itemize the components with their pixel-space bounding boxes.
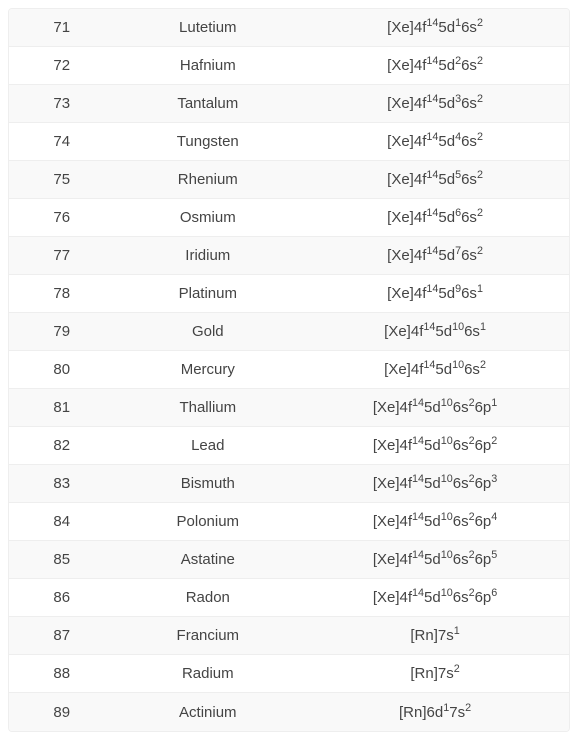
element-name-cell: Tantalum	[114, 86, 301, 121]
electron-config-cell: [Xe]4f145d76s2	[301, 238, 569, 273]
table-row: 82Lead[Xe]4f145d106s26p2	[9, 427, 569, 465]
electron-config-cell: [Xe]4f145d96s1	[301, 276, 569, 311]
atomic-number-cell: 87	[9, 618, 114, 653]
table-row: 81Thallium[Xe]4f145d106s26p1	[9, 389, 569, 427]
atomic-number-cell: 79	[9, 314, 114, 349]
table-row: 75Rhenium[Xe]4f145d56s2	[9, 161, 569, 199]
element-name-cell: Radium	[114, 656, 301, 691]
electron-config-cell: [Xe]4f145d26s2	[301, 48, 569, 83]
table-row: 86Radon[Xe]4f145d106s26p6	[9, 579, 569, 617]
table-row: 85Astatine[Xe]4f145d106s26p5	[9, 541, 569, 579]
element-name-cell: Radon	[114, 580, 301, 615]
table-row: 84Polonium[Xe]4f145d106s26p4	[9, 503, 569, 541]
table-row: 89Actinium[Rn]6d17s2	[9, 693, 569, 731]
atomic-number-cell: 74	[9, 124, 114, 159]
electron-config-cell: [Rn]7s1	[301, 618, 569, 653]
element-name-cell: Lead	[114, 428, 301, 463]
electron-config-cell: [Rn]6d17s2	[301, 695, 569, 730]
electron-config-cell: [Xe]4f145d56s2	[301, 162, 569, 197]
atomic-number-cell: 71	[9, 10, 114, 45]
atomic-number-cell: 88	[9, 656, 114, 691]
element-name-cell: Lutetium	[114, 10, 301, 45]
atomic-number-cell: 73	[9, 86, 114, 121]
atomic-number-cell: 80	[9, 352, 114, 387]
element-name-cell: Rhenium	[114, 162, 301, 197]
element-name-cell: Francium	[114, 618, 301, 653]
table-row: 73Tantalum[Xe]4f145d36s2	[9, 85, 569, 123]
electron-config-cell: [Rn]7s2	[301, 656, 569, 691]
electron-config-cell: [Xe]4f145d106s2	[301, 352, 569, 387]
atomic-number-cell: 83	[9, 466, 114, 501]
element-name-cell: Polonium	[114, 504, 301, 539]
atomic-number-cell: 76	[9, 200, 114, 235]
table-row: 74Tungsten[Xe]4f145d46s2	[9, 123, 569, 161]
electron-config-cell: [Xe]4f145d106s26p3	[301, 466, 569, 501]
electron-config-cell: [Xe]4f145d106s1	[301, 314, 569, 349]
electron-config-cell: [Xe]4f145d36s2	[301, 86, 569, 121]
table-row: 72Hafnium[Xe]4f145d26s2	[9, 47, 569, 85]
atomic-number-cell: 75	[9, 162, 114, 197]
element-name-cell: Bismuth	[114, 466, 301, 501]
element-name-cell: Tungsten	[114, 124, 301, 159]
atomic-number-cell: 78	[9, 276, 114, 311]
elements-table: 71Lutetium[Xe]4f145d16s272Hafnium[Xe]4f1…	[8, 8, 570, 732]
electron-config-cell: [Xe]4f145d46s2	[301, 124, 569, 159]
table-row: 83Bismuth[Xe]4f145d106s26p3	[9, 465, 569, 503]
electron-config-cell: [Xe]4f145d106s26p2	[301, 428, 569, 463]
element-name-cell: Actinium	[114, 695, 301, 730]
element-name-cell: Gold	[114, 314, 301, 349]
electron-config-cell: [Xe]4f145d106s26p5	[301, 542, 569, 577]
table-row: 79Gold[Xe]4f145d106s1	[9, 313, 569, 351]
element-name-cell: Astatine	[114, 542, 301, 577]
atomic-number-cell: 84	[9, 504, 114, 539]
table-row: 80Mercury[Xe]4f145d106s2	[9, 351, 569, 389]
table-row: 88Radium[Rn]7s2	[9, 655, 569, 693]
element-name-cell: Platinum	[114, 276, 301, 311]
element-name-cell: Osmium	[114, 200, 301, 235]
table-row: 71Lutetium[Xe]4f145d16s2	[9, 9, 569, 47]
atomic-number-cell: 85	[9, 542, 114, 577]
table-row: 78Platinum[Xe]4f145d96s1	[9, 275, 569, 313]
atomic-number-cell: 89	[9, 695, 114, 730]
atomic-number-cell: 82	[9, 428, 114, 463]
atomic-number-cell: 72	[9, 48, 114, 83]
electron-config-cell: [Xe]4f145d16s2	[301, 10, 569, 45]
electron-config-cell: [Xe]4f145d106s26p1	[301, 390, 569, 425]
element-name-cell: Mercury	[114, 352, 301, 387]
element-name-cell: Iridium	[114, 238, 301, 273]
electron-config-cell: [Xe]4f145d106s26p4	[301, 504, 569, 539]
table-row: 77Iridium[Xe]4f145d76s2	[9, 237, 569, 275]
atomic-number-cell: 81	[9, 390, 114, 425]
element-name-cell: Hafnium	[114, 48, 301, 83]
atomic-number-cell: 86	[9, 580, 114, 615]
element-name-cell: Thallium	[114, 390, 301, 425]
table-row: 76Osmium[Xe]4f145d66s2	[9, 199, 569, 237]
atomic-number-cell: 77	[9, 238, 114, 273]
table-row: 87Francium[Rn]7s1	[9, 617, 569, 655]
electron-config-cell: [Xe]4f145d66s2	[301, 200, 569, 235]
electron-config-cell: [Xe]4f145d106s26p6	[301, 580, 569, 615]
